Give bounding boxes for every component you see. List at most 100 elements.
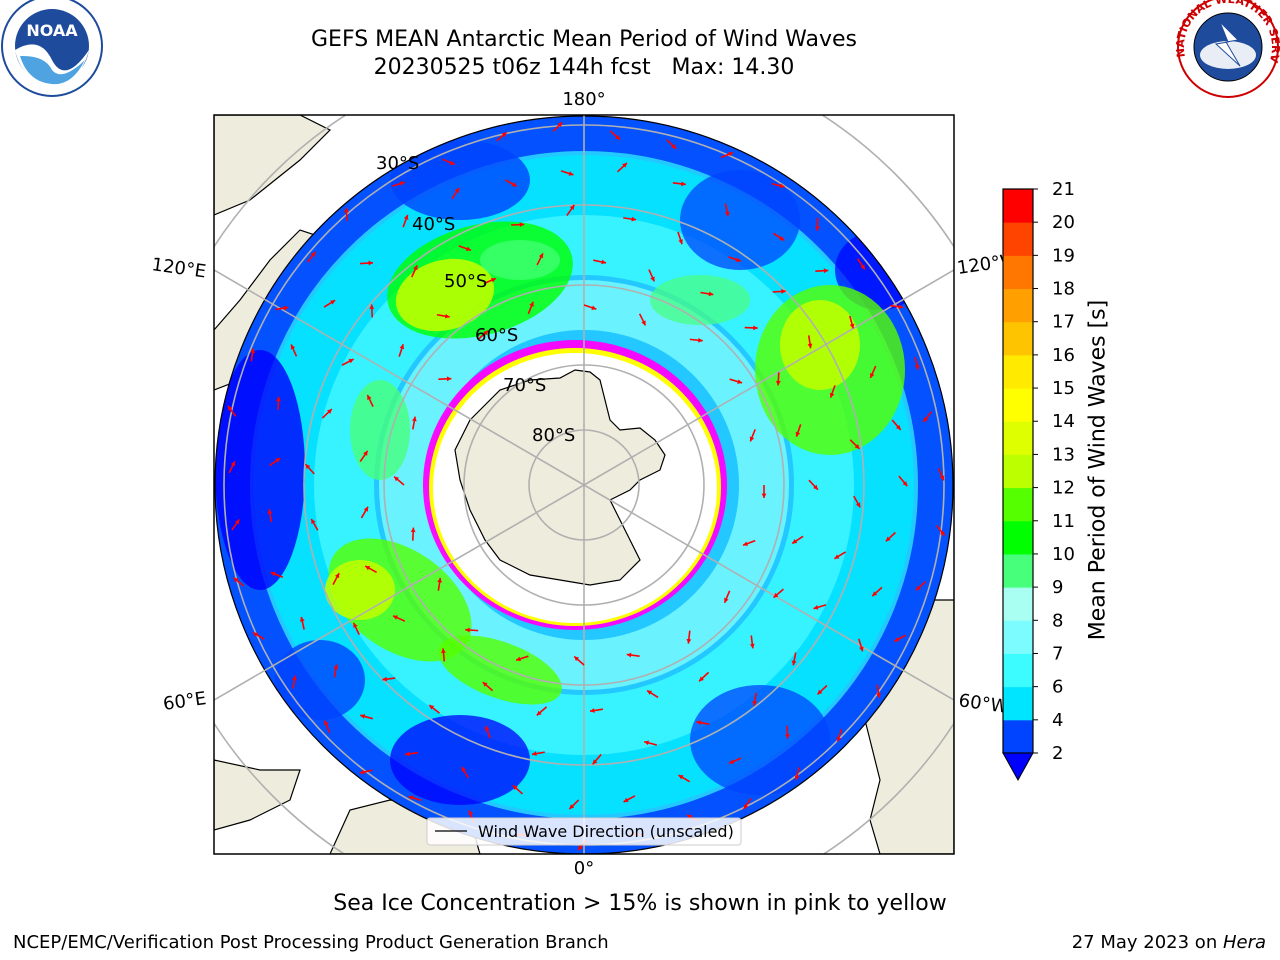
colorbar-tick-label: 17 <box>1052 312 1075 333</box>
wave-direction-arrow <box>484 725 491 739</box>
wave-direction-arrow <box>392 615 406 622</box>
wave-direction-arrow <box>893 634 907 643</box>
wave-direction-arrow <box>360 506 369 519</box>
wave-direction-arrow <box>275 305 289 311</box>
wave-direction-arrow <box>891 419 902 431</box>
lon-label-0: 0° <box>574 858 594 879</box>
wave-direction-arrow <box>772 232 785 242</box>
colorbar-tick-label: 15 <box>1052 378 1075 399</box>
lat-label-60s: 60°S <box>475 325 518 346</box>
wave-direction-arrow <box>511 222 525 228</box>
wave-direction-arrow <box>402 214 409 228</box>
wave-direction-arrow <box>460 766 470 779</box>
map-legend: Wind Wave Direction (unscaled) <box>426 817 742 846</box>
wave-direction-arrow <box>858 638 864 652</box>
wave-direction-arrow <box>392 181 406 187</box>
wave-direction-arrow <box>482 681 494 692</box>
wave-direction-arrow <box>483 277 497 285</box>
wave-direction-arrow <box>813 604 827 610</box>
wave-direction-arrow <box>341 358 354 366</box>
wave-direction-arrow <box>441 648 446 662</box>
wave-direction-arrow <box>914 356 920 370</box>
colorbar-block <box>1003 686 1033 721</box>
wave-direction-arrow <box>250 348 256 362</box>
wave-direction-arrow <box>382 676 396 682</box>
sea-ice-note: Sea Ice Concentration > 15% is shown in … <box>333 891 947 916</box>
wave-direction-arrow <box>233 577 245 587</box>
wave-direction-arrow <box>321 408 333 419</box>
wave-direction-arrow <box>876 684 881 698</box>
wave-direction-arrow <box>743 797 752 810</box>
colorbar-tick-label: 9 <box>1052 577 1063 598</box>
wave-direction-arrow <box>791 535 804 545</box>
wave-direction-arrow <box>723 590 731 604</box>
wave-direction-arrow <box>531 751 545 757</box>
wave-direction-arrow <box>411 416 417 430</box>
wave-direction-arrow <box>512 784 524 795</box>
wave-direction-arrow <box>772 289 786 294</box>
wave-direction-arrow <box>623 216 637 222</box>
wave-direction-arrow <box>626 652 640 658</box>
colorbar-under-arrow <box>1002 752 1034 782</box>
colorbar-block <box>1003 719 1033 754</box>
wave-direction-arrow <box>410 527 416 541</box>
wave-direction-arrow <box>299 616 305 630</box>
colorbar-tick-label: 18 <box>1052 279 1075 300</box>
wave-direction-arrow <box>515 655 529 662</box>
wave-direction-arrow <box>849 439 861 450</box>
wave-direction-arrow <box>696 720 710 726</box>
wave-direction-arrow <box>689 337 703 343</box>
wave-direction-arrow <box>360 714 374 720</box>
wave-direction-arrow <box>853 495 861 508</box>
colorbar-tick-label: 10 <box>1052 544 1075 565</box>
wave-direction-arrow <box>829 385 836 398</box>
wave-direction-arrow <box>267 509 273 523</box>
colorbar-block <box>1003 487 1033 522</box>
colorbar-block <box>1003 520 1033 555</box>
wave-direction-arrow <box>527 301 534 315</box>
footer-machine: Hera <box>1222 932 1266 953</box>
lat-label-30s: 30°S <box>376 153 419 174</box>
wave-direction-arrow <box>477 330 489 340</box>
wave-direction-arrow <box>677 231 683 245</box>
wave-direction-arrow <box>785 725 790 739</box>
colorbar-label: Mean Period of Wind Waves [s] <box>1085 299 1111 641</box>
wave-direction-arrow <box>848 315 855 329</box>
wave-direction-arrow <box>536 706 548 716</box>
map-border <box>213 114 955 855</box>
wave-direction-arrow <box>749 429 756 442</box>
wave-direction-arrow <box>771 182 785 189</box>
wave-direction-arrow <box>437 577 442 591</box>
wave-direction-arrow <box>898 475 908 487</box>
wave-direction-arrow <box>593 259 607 265</box>
wave-direction-arrow <box>566 204 575 217</box>
colorbar-block <box>1003 388 1033 422</box>
wave-direction-arrow <box>686 630 692 644</box>
wave-direction-arrow <box>915 581 927 591</box>
nws-logo: NATIONAL WEATHER SERVICE <box>0 0 1280 98</box>
wave-direction-arrow <box>436 313 450 319</box>
wave-direction-arrow <box>333 664 339 678</box>
wave-direction-arrow <box>623 795 636 803</box>
wave-direction-arrow <box>646 689 659 699</box>
colorbar-block <box>1003 189 1033 223</box>
wave-direction-arrow <box>359 260 374 266</box>
wave-direction-arrow <box>366 394 374 408</box>
footer-date-text: 27 May 2023 on <box>1071 932 1223 953</box>
wave-direction-arrow <box>276 396 281 410</box>
wave-direction-arrow <box>568 799 580 810</box>
wave-direction-arrow <box>807 335 813 349</box>
wave-direction-arrow <box>795 424 802 437</box>
wave-direction-arrow <box>922 411 932 423</box>
wave-direction-arrow <box>398 344 405 357</box>
wind-wave-arrows <box>227 121 946 851</box>
colorbar-tick-label: 16 <box>1052 345 1075 366</box>
wave-direction-arrow <box>228 460 236 474</box>
wave-direction-arrow <box>369 304 375 318</box>
wave-direction-arrow <box>344 207 349 221</box>
nws-logo-text: NATIONAL WEATHER SERVICE <box>0 0 1280 65</box>
wave-direction-arrow <box>359 450 369 463</box>
wave-direction-arrow <box>815 217 820 231</box>
colorbar-tick-label: 21 <box>1052 179 1075 200</box>
colorbar-tick-label: 2 <box>1052 743 1063 764</box>
